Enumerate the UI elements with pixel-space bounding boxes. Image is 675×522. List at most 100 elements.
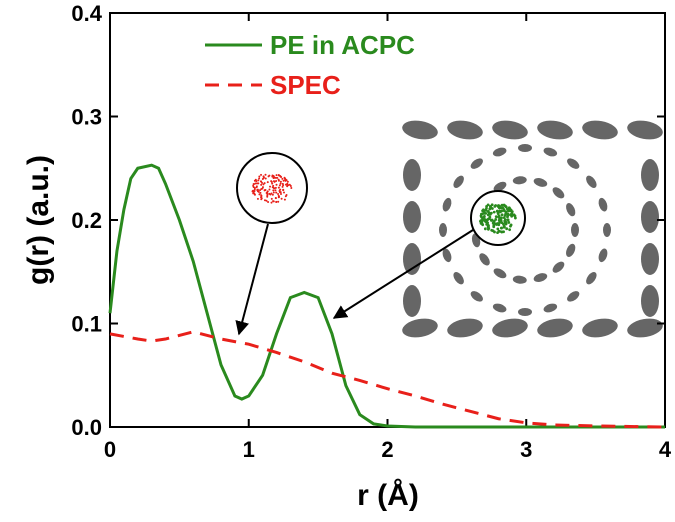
red-dot bbox=[284, 199, 286, 201]
red-dot bbox=[267, 201, 269, 203]
inset-blob bbox=[551, 260, 567, 275]
red-dot bbox=[255, 179, 257, 181]
red-dot bbox=[272, 200, 274, 202]
red-dot bbox=[253, 186, 255, 188]
y-tick-label: 0.3 bbox=[71, 105, 102, 130]
red-dot bbox=[252, 190, 254, 192]
green-dot bbox=[514, 217, 517, 220]
red-dot bbox=[262, 183, 264, 185]
inset-blob bbox=[403, 285, 421, 317]
green-dot bbox=[505, 227, 508, 230]
green-dot bbox=[485, 207, 488, 210]
green-dot bbox=[491, 219, 494, 222]
red-dot bbox=[282, 186, 284, 188]
green-dot bbox=[482, 212, 485, 215]
x-tick-label: 1 bbox=[243, 437, 255, 462]
green-dot bbox=[494, 218, 497, 221]
series-line bbox=[110, 332, 665, 427]
red-dot bbox=[256, 186, 258, 188]
y-tick-label: 0.1 bbox=[71, 312, 102, 337]
red-dot bbox=[284, 177, 286, 179]
green-dot bbox=[485, 223, 488, 226]
red-dot bbox=[261, 182, 263, 184]
inset-blob bbox=[401, 118, 440, 142]
red-dot bbox=[275, 197, 277, 199]
green-dot bbox=[492, 222, 495, 225]
red-dot bbox=[272, 189, 274, 191]
legend-label: SPEC bbox=[270, 70, 341, 100]
inset-blob bbox=[597, 197, 609, 213]
inset-blob bbox=[626, 118, 665, 142]
red-dot bbox=[257, 198, 259, 200]
green-dot bbox=[494, 204, 497, 207]
inset-blob bbox=[492, 146, 508, 158]
red-dot bbox=[275, 192, 277, 194]
red-dot bbox=[281, 178, 283, 180]
inset-blob bbox=[512, 275, 527, 284]
green-dot bbox=[499, 206, 502, 209]
green-dot bbox=[484, 227, 487, 230]
green-dot bbox=[481, 223, 484, 226]
green-dot bbox=[483, 219, 486, 222]
red-dot bbox=[271, 183, 273, 185]
green-dot bbox=[480, 216, 483, 219]
inset-blob bbox=[626, 316, 665, 340]
red-dot bbox=[268, 175, 270, 177]
red-dot bbox=[279, 184, 281, 186]
inset-blob bbox=[597, 247, 609, 263]
green-dot bbox=[496, 211, 499, 214]
red-dot bbox=[285, 195, 287, 197]
red-dot bbox=[267, 181, 269, 183]
red-dot bbox=[281, 198, 283, 200]
green-dot bbox=[480, 219, 483, 222]
red-dot bbox=[280, 176, 282, 178]
red-dot bbox=[272, 194, 274, 196]
red-dot bbox=[286, 179, 288, 181]
inset-blob bbox=[533, 176, 549, 188]
inset-blob bbox=[641, 159, 659, 191]
inset-blob bbox=[469, 289, 485, 304]
green-dot bbox=[503, 225, 506, 228]
red-dot bbox=[265, 177, 267, 179]
inset-blob bbox=[491, 118, 530, 142]
red-dot bbox=[271, 198, 273, 200]
red-dot bbox=[277, 193, 279, 195]
inset-blob bbox=[533, 272, 549, 284]
inset-blob bbox=[451, 174, 466, 190]
x-tick-label: 2 bbox=[381, 437, 393, 462]
green-dot bbox=[490, 229, 493, 232]
inset-blob bbox=[451, 270, 466, 286]
red-dot bbox=[274, 189, 276, 191]
legend-label: PE in ACPC bbox=[270, 30, 415, 60]
inset-blob bbox=[469, 156, 485, 171]
red-dot bbox=[266, 192, 268, 194]
x-tick-label: 3 bbox=[520, 437, 532, 462]
red-dot bbox=[276, 184, 278, 186]
red-dot bbox=[272, 186, 274, 188]
inset-image bbox=[401, 118, 665, 340]
green-dot bbox=[508, 228, 511, 231]
green-dot bbox=[497, 216, 500, 219]
y-tick-label: 0.0 bbox=[71, 415, 102, 440]
red-dot bbox=[279, 189, 281, 191]
red-dot bbox=[258, 193, 260, 195]
green-dot bbox=[510, 209, 513, 212]
red-dot bbox=[264, 199, 266, 201]
inset-blob bbox=[564, 202, 577, 218]
inset-blob bbox=[542, 302, 558, 314]
red-dot bbox=[282, 189, 284, 191]
red-dot bbox=[265, 174, 267, 176]
green-dot bbox=[483, 216, 486, 219]
inset-blob bbox=[512, 176, 527, 185]
red-dot bbox=[280, 193, 282, 195]
green-dot bbox=[500, 227, 503, 230]
inset-blob bbox=[641, 243, 659, 275]
green-dot bbox=[504, 205, 507, 208]
x-tick-label: 0 bbox=[104, 437, 116, 462]
plot-frame bbox=[110, 13, 665, 427]
inset-blob bbox=[403, 243, 421, 275]
green-dot bbox=[486, 219, 489, 222]
inset-blob bbox=[403, 159, 421, 191]
green-dot bbox=[507, 221, 510, 224]
